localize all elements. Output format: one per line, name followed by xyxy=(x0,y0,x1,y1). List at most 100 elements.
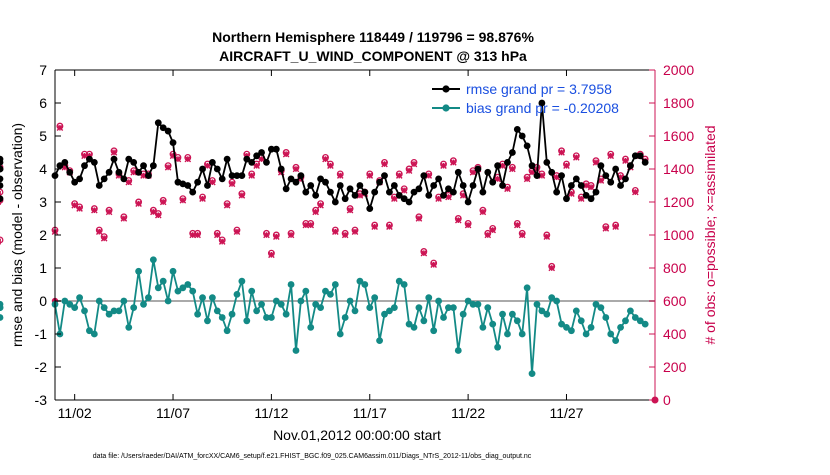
rmse-point xyxy=(297,172,305,180)
y2-tick-label: 600 xyxy=(663,293,687,309)
bias-point xyxy=(361,281,369,288)
obs-assimilated-marker xyxy=(420,249,428,257)
bias-point xyxy=(263,314,270,321)
y-tick-label: 2 xyxy=(39,227,47,243)
rmse-point xyxy=(110,155,118,163)
rmse-point xyxy=(272,145,280,153)
bias-point xyxy=(327,291,334,298)
bias-point xyxy=(0,314,4,321)
legend-rmse-marker xyxy=(442,85,450,93)
rmse-point xyxy=(287,175,295,183)
rmse-point xyxy=(602,172,610,180)
rmse-point xyxy=(508,149,516,156)
bias-point xyxy=(95,297,103,305)
bias-point xyxy=(445,304,452,311)
rmse-point xyxy=(494,162,502,170)
rmse-point xyxy=(341,195,349,203)
bias-point xyxy=(312,300,320,308)
bias-point xyxy=(125,324,133,331)
bias-point xyxy=(169,267,177,275)
bias-point xyxy=(258,300,265,308)
y2-tick-label: 800 xyxy=(663,260,687,276)
obs-assimilated-marker xyxy=(56,124,64,132)
bias-point xyxy=(627,307,634,315)
x-tick-label: 11/02 xyxy=(58,405,92,421)
rmse-point xyxy=(617,182,624,189)
bias-point xyxy=(484,304,492,311)
rmse-point xyxy=(317,175,324,183)
bias-point xyxy=(631,314,639,321)
rmse-point xyxy=(159,124,167,132)
obs-assimilated-marker xyxy=(184,155,192,163)
rmse-point xyxy=(228,172,236,180)
rmse-point xyxy=(410,188,418,196)
rmse-point xyxy=(184,182,192,189)
plot-area xyxy=(0,99,659,404)
legend-bias-marker xyxy=(442,104,450,112)
rmse-point xyxy=(563,195,570,203)
bias-point xyxy=(0,304,4,311)
rmse-point xyxy=(459,182,467,189)
x-tick-label: 11/27 xyxy=(549,405,583,421)
bias-point xyxy=(61,297,69,305)
bias-point xyxy=(184,281,192,288)
bias-point xyxy=(130,304,138,311)
bias-point xyxy=(135,267,143,275)
rmse-point xyxy=(145,172,152,180)
y-tick-label: 5 xyxy=(39,128,47,144)
rmse-point xyxy=(395,192,403,199)
rmse-point xyxy=(243,155,251,163)
bias-point xyxy=(317,304,324,311)
bias-point xyxy=(351,307,359,315)
bias-point xyxy=(469,300,477,308)
obs-assimilated-marker xyxy=(100,235,108,242)
y-tick-label: 6 xyxy=(39,95,47,111)
y-tick-label: 3 xyxy=(39,194,47,210)
bias-point xyxy=(243,317,251,325)
bias-point xyxy=(218,314,226,321)
legend-rmse-label: rmse grand pr = 3.7958 xyxy=(466,81,612,97)
rmse-point xyxy=(577,182,585,189)
bias-point xyxy=(223,327,231,335)
bias-point xyxy=(81,307,88,315)
rmse-point xyxy=(100,175,108,183)
y2-tick-label: 1000 xyxy=(663,227,694,243)
rmse-point xyxy=(149,162,157,170)
rmse-point xyxy=(0,159,4,166)
bias-point xyxy=(267,314,275,321)
rmse-point xyxy=(351,192,359,199)
rmse-point xyxy=(208,159,216,166)
bias-point xyxy=(248,287,256,295)
bias-point xyxy=(282,310,290,318)
rmse-point xyxy=(464,198,472,206)
rmse-point xyxy=(504,159,511,166)
y2-tick-label: 1200 xyxy=(663,194,694,210)
obs-assimilated-marker xyxy=(371,223,378,231)
obs-assimilated-marker xyxy=(273,233,280,240)
axes: -3 -2 -1 0 1 2 3 4 5 6 7 0 200 400 600 800 1000 1200 1400 1… xyxy=(35,62,695,421)
bias-point xyxy=(199,294,206,302)
data-file-footnote: data file: /Users/raeder/DAI/ATM_forcXX/… xyxy=(93,453,532,460)
rmse-point xyxy=(0,165,4,173)
bias-point xyxy=(479,324,487,331)
obs-assimilated-marker xyxy=(523,175,531,183)
rmse-point xyxy=(194,178,202,186)
bias-point xyxy=(233,291,241,298)
bias-point xyxy=(204,317,211,325)
bias-point xyxy=(371,294,379,302)
bias-point xyxy=(636,317,644,325)
obs-assimilated-marker xyxy=(489,226,496,234)
obs-assimilated-marker xyxy=(400,187,408,194)
bias-point xyxy=(272,297,280,305)
bias-point xyxy=(336,330,344,338)
rmse-point xyxy=(528,162,536,170)
y2-axis-label: # of obs: o=possible; ×=assimilated xyxy=(702,125,718,344)
rmse-point xyxy=(469,182,477,189)
rmse-point xyxy=(435,175,443,183)
bias-point xyxy=(405,320,413,328)
obs-assimilated-marker xyxy=(450,159,457,166)
rmse-point xyxy=(189,188,197,196)
bias-point xyxy=(86,327,93,335)
rmse-point xyxy=(582,192,590,199)
obs-assimilated-marker xyxy=(199,195,206,202)
